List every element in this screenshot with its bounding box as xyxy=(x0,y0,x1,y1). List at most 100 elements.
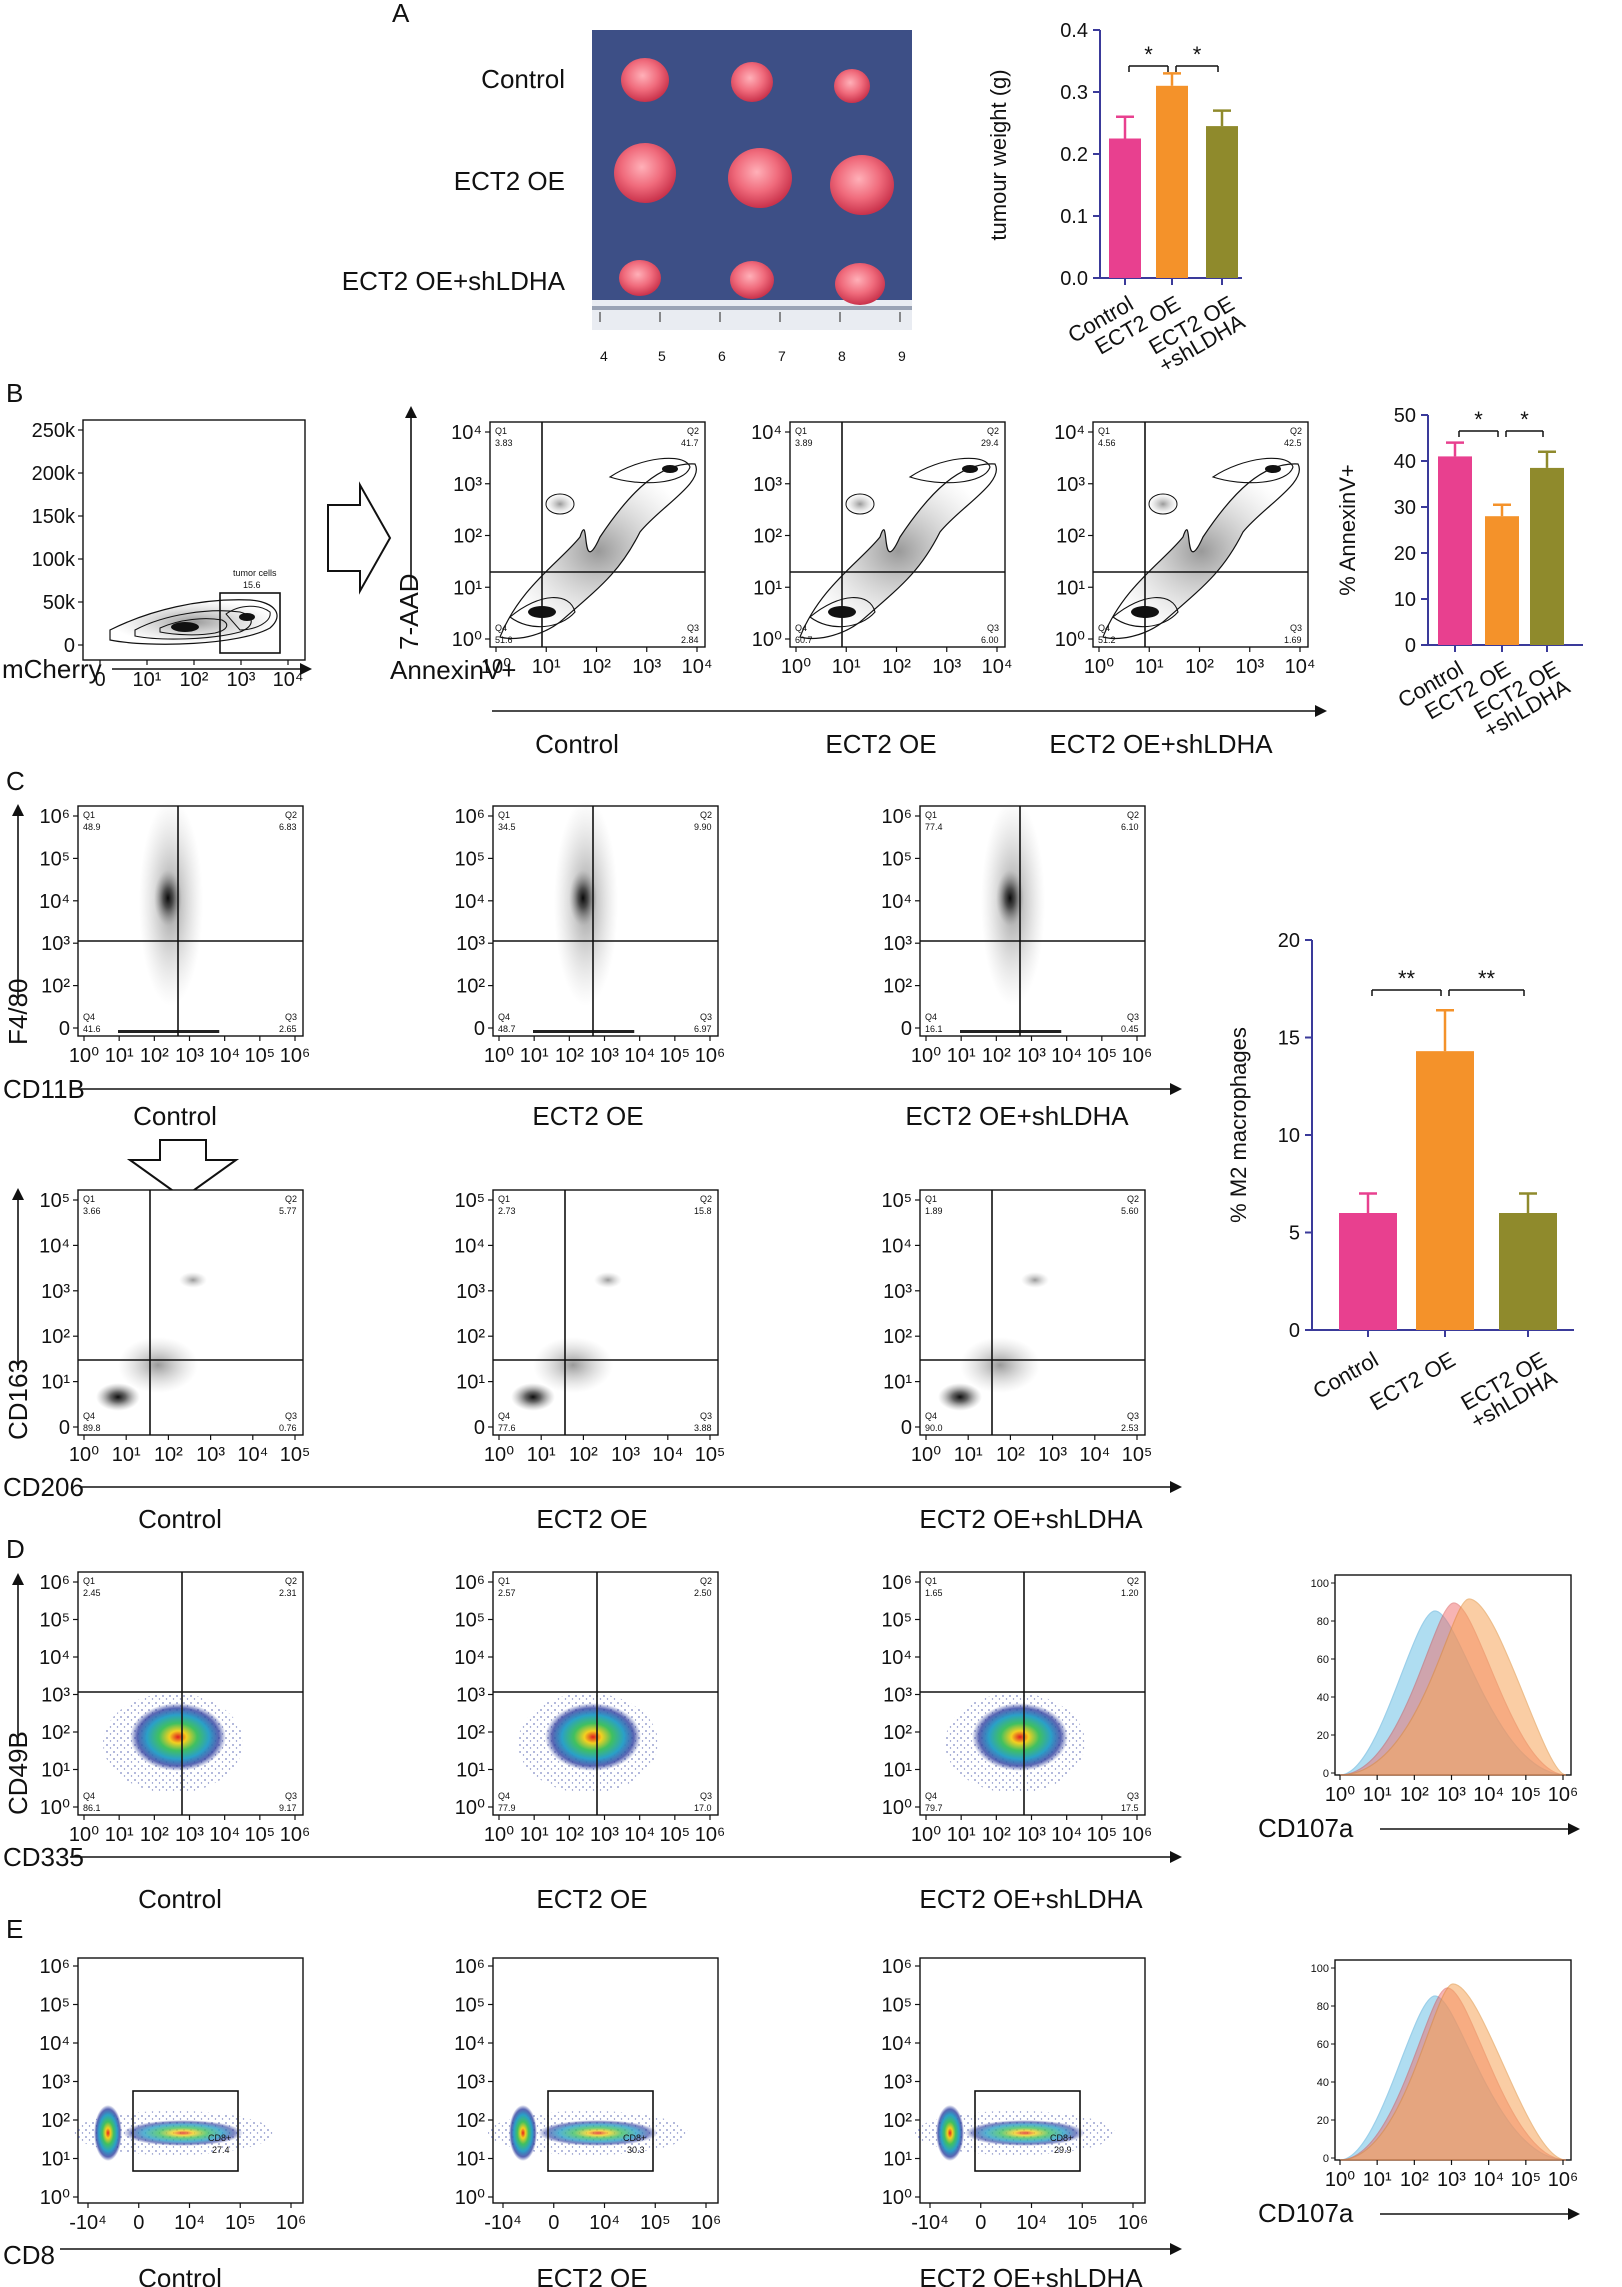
quad-value-q3: 2.84 xyxy=(681,635,699,645)
quad-value-q4: 51.6 xyxy=(495,635,513,645)
sig-star: * xyxy=(1474,407,1483,432)
density-peak xyxy=(662,465,678,473)
y-tick-label: 10¹ xyxy=(883,1760,912,1782)
x-tick-label: 10⁵ xyxy=(695,1444,726,1466)
y-tick-label: 10³ xyxy=(453,474,482,496)
x-tick-label: 10⁴ xyxy=(1051,1824,1082,1846)
x-tick-label: 10⁰ xyxy=(69,1444,99,1466)
bar-y-tick-label: 10 xyxy=(1278,1125,1300,1147)
x-tick-label: 10⁴ xyxy=(174,2212,205,2234)
hist-y-tick-label: 20 xyxy=(1317,2115,1329,2127)
sig-star: ** xyxy=(1398,966,1416,991)
density-floor xyxy=(533,1030,635,1033)
x-tick-label: 10² xyxy=(140,1824,169,1846)
y-tick-label: 10¹ xyxy=(41,1760,70,1782)
y-tick-label: 10¹ xyxy=(41,1372,70,1394)
cd8-gate-label: CD8+ xyxy=(1050,2133,1073,2143)
sig-star: * xyxy=(1193,42,1202,67)
y-tick-label: 10³ xyxy=(456,2072,485,2094)
hist-orange xyxy=(1339,1598,1567,1776)
y-tick-label: 10² xyxy=(753,526,782,548)
hist-y-tick-label: 100 xyxy=(1311,1578,1329,1590)
quad-value-q4: 90.0 xyxy=(925,1423,943,1433)
quad-value-q2: 9.90 xyxy=(694,822,712,832)
density-spot xyxy=(594,1272,622,1288)
bar-0 xyxy=(1109,138,1141,278)
y-tick-label: 10⁵ xyxy=(454,848,485,870)
x-tick-label: 10⁰ xyxy=(484,1444,514,1466)
x-tick-label: 10² xyxy=(1400,1784,1429,1806)
bar-y-tick-label: 30 xyxy=(1394,497,1416,519)
quad-value-q3: 3.88 xyxy=(694,1423,712,1433)
x-tick-label: 10² xyxy=(982,1824,1011,1846)
hist-y-tick-label: 60 xyxy=(1317,2039,1329,2051)
facs-frame xyxy=(77,1957,304,2204)
quad-name: Q4 xyxy=(83,1791,95,1801)
hist-y-tick-label: 80 xyxy=(1317,1616,1329,1628)
y-tick-label: 0 xyxy=(59,1417,70,1439)
y-tick-label: 10⁴ xyxy=(39,2033,70,2055)
quad-name: Q1 xyxy=(498,1576,510,1586)
event-density xyxy=(545,1703,641,1771)
x-tick-label: 10⁴ xyxy=(982,656,1013,678)
tumor-control-2 xyxy=(731,62,773,102)
y-tick-label: 0 xyxy=(59,1018,70,1040)
y-tick-label: 10⁶ xyxy=(40,806,70,828)
panel-label-c: C xyxy=(6,766,25,796)
quad-name: Q4 xyxy=(1098,623,1110,633)
quad-value-q1: 2.57 xyxy=(498,1588,516,1598)
gate-label: tumor cells xyxy=(233,568,277,578)
x-tick-label: 10¹ xyxy=(112,1444,141,1466)
y-tick-label: 10² xyxy=(456,2110,485,2132)
quad-value-q3: 17.5 xyxy=(1121,1803,1139,1813)
panel-label-e: E xyxy=(6,1914,23,1944)
cd8-plots: CD8+ 27.4 10⁶ 10⁵ 10⁴ 10³ 10² 10¹ 10⁰ -10⁴ 0 10⁴ 10⁵… xyxy=(39,1956,1148,2234)
y-tick-label: 10² xyxy=(453,526,482,548)
density-cloud xyxy=(533,1337,613,1393)
x-tick-label: 10⁰ xyxy=(1325,1784,1355,1806)
y-tick-label: 10¹ xyxy=(456,1760,485,1782)
panel-label-b: B xyxy=(6,378,23,408)
y-tick-label: 10⁶ xyxy=(882,806,912,828)
x-tick-label: 10¹ xyxy=(520,1045,549,1067)
y-tick-label: 10⁴ xyxy=(454,1647,485,1669)
y-tick-label: 10⁵ xyxy=(881,1190,912,1212)
y-tick-label: 10⁴ xyxy=(454,2033,485,2055)
x-tick-label: 10⁰ xyxy=(484,1045,514,1067)
hist-y-tick-label: 40 xyxy=(1317,2077,1329,2089)
x-tick-label: 10⁰ xyxy=(69,1045,99,1067)
nk-ylabel: CD49B xyxy=(3,1731,33,1815)
quad-value-q2: 41.7 xyxy=(681,438,699,448)
quad-name: Q3 xyxy=(285,1411,297,1421)
x-tick-label: 10⁴ xyxy=(1473,1784,1504,1806)
ruler-5: 5 xyxy=(658,348,666,364)
y-tick-label: 10² xyxy=(456,1326,485,1348)
hist-orange xyxy=(1339,1983,1567,2161)
x-tick-label: 10¹ xyxy=(133,669,162,691)
y-tick-label: 10³ xyxy=(456,933,485,955)
y-tick-label: 10⁵ xyxy=(39,848,70,870)
y-tick-label: 10² xyxy=(456,976,485,998)
quad-name: Q3 xyxy=(285,1791,297,1801)
quad-name: Q2 xyxy=(987,426,999,436)
ruler-8: 8 xyxy=(838,348,846,364)
quad-value-q3: 1.69 xyxy=(1284,635,1302,645)
cd163-ylabel: CD163 xyxy=(3,1359,33,1440)
y-tick-label: 10⁵ xyxy=(881,1610,912,1632)
sig-star: ** xyxy=(1478,966,1496,991)
quad-value-q1: 48.9 xyxy=(83,822,101,832)
quad-name: Q1 xyxy=(83,1576,95,1586)
y-tick-label: 10³ xyxy=(883,1281,912,1303)
x-tick-label: 10¹ xyxy=(947,1045,976,1067)
quad-value-q2: 15.8 xyxy=(694,1206,712,1216)
y-tick-label: 200k xyxy=(32,463,76,485)
bar-2 xyxy=(1206,126,1238,278)
quad-value-q1: 1.89 xyxy=(925,1206,943,1216)
x-tick-label: 10⁵ xyxy=(245,1045,276,1067)
x-tick-label: 10⁵ xyxy=(660,1824,691,1846)
density-cloud xyxy=(960,1337,1040,1393)
density-cloud xyxy=(118,1337,198,1393)
y-tick-label: 10⁰ xyxy=(882,1797,912,1819)
quad-name: Q4 xyxy=(498,1012,510,1022)
quad-name: Q2 xyxy=(700,1194,712,1204)
